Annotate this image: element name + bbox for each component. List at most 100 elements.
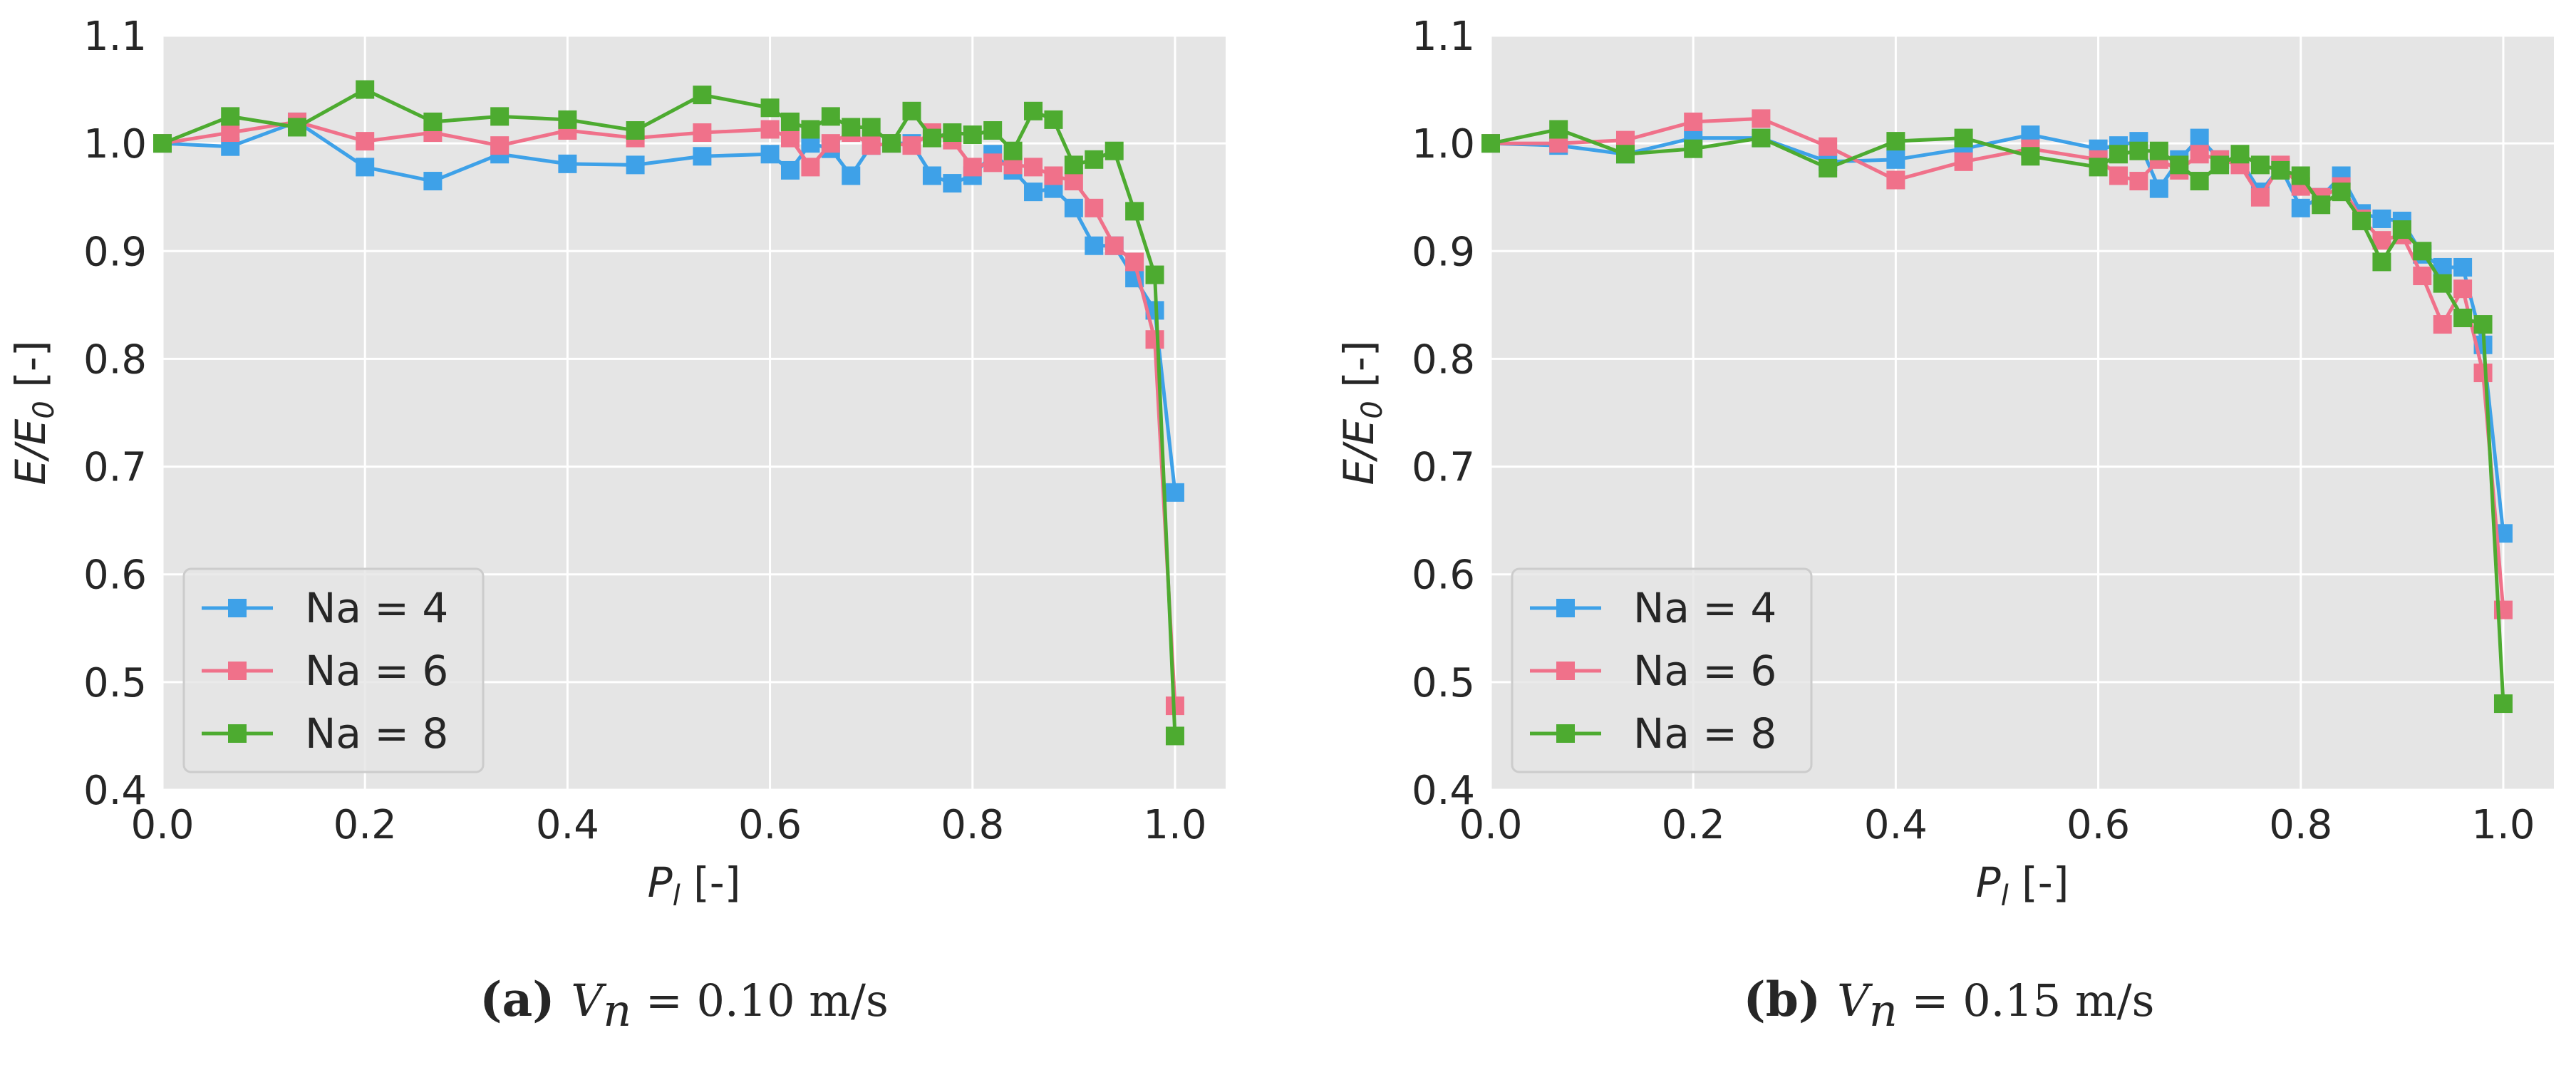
x-tick-label: 1.0 [1143,802,1206,848]
data-point [1064,172,1083,191]
data-point [2230,145,2250,164]
data-point [2190,172,2209,191]
data-point [963,158,982,177]
y-tick-label: 0.4 [1412,768,1475,814]
data-point [922,128,941,148]
y-tick-label: 0.6 [1412,552,1475,599]
data-point [2332,182,2351,202]
y-tick-label: 0.5 [1412,660,1475,706]
data-point [1125,252,1144,272]
data-point [983,153,1003,173]
y-tick-label: 0.8 [1412,336,1475,383]
legend-frame [1511,567,1813,773]
data-point [2493,694,2513,714]
data-point [1105,236,1124,255]
data-point [287,118,306,137]
legend-label: Na = 4 [305,584,448,632]
y-tick-label: 0.6 [83,552,147,599]
data-point [2291,198,2310,217]
data-point [821,134,840,153]
data-point [558,154,577,173]
y-axis-title: E/E0 [-] [1335,341,1389,485]
legend-label: Na = 6 [305,647,448,695]
data-point [2129,172,2148,191]
x-axis-title: Pl [-] [648,858,741,912]
data-point [821,107,840,126]
data-point [1954,152,1973,171]
data-point [1044,166,1063,185]
data-point [2109,145,2128,164]
panel-b: 0.0 0.2 0.4 0.6 0.8 1.0 0.4 0.5 0.6 0.7 0.8 0.9 1.0 1… [1335,14,2554,1036]
data-point [862,118,881,137]
series-na-8 [153,80,1184,746]
data-point [693,147,712,166]
data-point [626,155,645,175]
data-point [1024,101,1043,120]
data-point [1886,150,1905,169]
legend-label: Na = 8 [305,709,448,758]
y-tick-label: 1.1 [1412,14,1475,60]
legend-label: Na = 4 [1633,584,1776,632]
data-point [1615,145,1635,164]
data-point [2473,315,2493,334]
data-point [693,123,712,143]
data-point [862,136,881,155]
y-tick-label: 0.8 [83,336,147,383]
data-point [780,112,800,131]
data-point [760,98,780,118]
data-point [943,174,962,193]
data-point [2210,155,2230,175]
data-point [1125,202,1144,221]
legend-label: Na = 6 [1633,647,1776,695]
x-tick-label: 0.2 [1662,802,1725,848]
data-point [1064,155,1083,175]
data-point [2291,166,2310,185]
data-point [2312,195,2331,215]
data-point [1085,198,1104,217]
y-tick-label: 0.9 [1412,229,1475,275]
data-point [2453,257,2473,277]
data-point [902,136,921,155]
data-point [1003,141,1023,160]
data-point [1165,483,1184,502]
data-point [2433,315,2452,334]
legend-marker [228,662,247,680]
x-tick-label: 0.6 [2067,802,2130,848]
y-tick-label: 0.4 [83,768,147,814]
data-point [1024,182,1043,202]
data-point [801,120,820,139]
data-point [943,123,962,143]
x-axis-title: Pl [-] [1976,858,2069,912]
legend-marker [1556,662,1575,680]
data-point [780,128,800,148]
y-tick-label: 1.0 [83,121,147,168]
y-axis-title: E/E0 [-] [6,341,61,485]
data-point [221,107,240,126]
data-point [2453,308,2473,327]
panel-a: 0.0 0.2 0.4 0.6 0.8 1.0 0.4 0.5 0.6 0.7 0.8 0.9 1.0 1… [6,14,1226,1036]
legend-marker [1556,724,1575,743]
y-tick-label: 0.9 [83,229,147,275]
data-point [780,160,800,180]
data-point [153,134,172,153]
data-point [423,112,443,131]
data-point [2271,160,2290,180]
data-point [2453,279,2473,299]
data-point [983,121,1003,140]
data-point [2250,187,2270,207]
data-point [1064,198,1083,217]
data-point [490,107,509,126]
data-point [626,121,645,140]
data-point [1085,236,1104,255]
data-point [1044,110,1063,129]
panel-caption: (a) Vn = 0.10 m/s [480,972,889,1036]
data-point [356,132,375,151]
data-point [2352,211,2371,230]
legend-marker [228,724,247,743]
series-na-8 [1481,120,2513,714]
data-point [842,118,861,137]
data-point [1145,265,1164,284]
data-point [2149,141,2168,160]
x-tick-label: 0.0 [130,802,194,848]
